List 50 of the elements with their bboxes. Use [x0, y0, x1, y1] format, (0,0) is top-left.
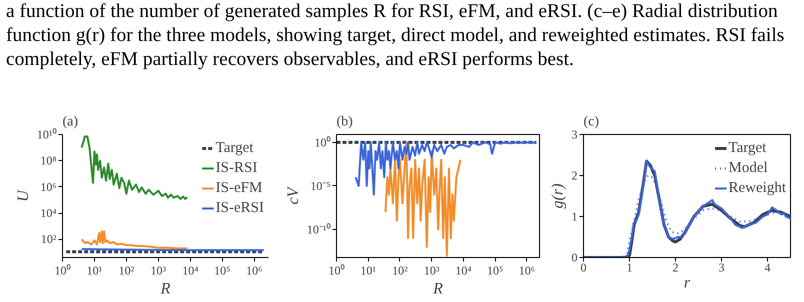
text: a function of the number of generated samples R for RSI, eFM, and eRSI. (c–e) Radial distribution [6, 1, 778, 22]
y-tick-label: 3 [572, 128, 578, 142]
y-tick-label: 10⁴ [40, 206, 57, 220]
x-axis-title: R [160, 280, 171, 298]
chart-title: (a) [62, 114, 78, 130]
chart-title: (c) [584, 114, 600, 130]
y-tick-label: 10⁻¹⁰ [306, 222, 331, 236]
x-tick-label: 10⁴ [455, 264, 472, 278]
legend-label: IS-eRSI [216, 200, 264, 216]
y-tick-label: 10⁰ [314, 135, 330, 150]
y-axis-title: cV [284, 185, 302, 204]
y-axis-title: g(r) [550, 184, 566, 208]
y-tick-label: 0 [572, 250, 578, 264]
x-tick-label: 0 [580, 260, 586, 274]
chart-title: (b) [336, 114, 354, 130]
text: completely, eFM partially recovers observables, and eRSI performs best. [6, 49, 574, 70]
legend-label: Model [728, 160, 768, 176]
x-tick-label: 10³ [424, 264, 440, 278]
x-tick-label: 2 [672, 260, 678, 274]
y-tick-label: 10¹⁰ [36, 128, 57, 142]
x-tick-label: 10³ [150, 264, 167, 278]
y-tick-label: 1 [572, 210, 578, 224]
legend-label: IS-RSI [216, 160, 258, 176]
x-tick-label: 10⁰ [328, 264, 344, 278]
x-tick-label: 10¹ [360, 264, 376, 278]
x-tick-label: 10⁵ [487, 264, 504, 278]
x-tick-label: 4 [764, 260, 770, 274]
x-tick-label: 10⁴ [182, 264, 198, 278]
x-tick-label: 10⁶ [518, 264, 535, 278]
text: function g(r) for the three models, showing target, direct model, and reweighted estimates. RSI fails [6, 25, 784, 46]
y-tick-label: 10² [40, 232, 57, 246]
x-axis-title: R [432, 280, 444, 298]
x-tick-label: 10¹ [86, 264, 103, 278]
legend-label: Target [216, 140, 254, 156]
x-tick-label: 10² [118, 264, 135, 278]
legend-label: Reweight [728, 180, 786, 196]
x-tick-label: 10⁶ [246, 264, 262, 278]
x-tick-label: 10² [392, 264, 408, 278]
y-axis-title: U [14, 188, 32, 202]
y-tick-label: 10⁻⁵ [310, 178, 331, 193]
y-tick-label: 2 [572, 168, 578, 182]
legend-label: IS-eFM [216, 180, 262, 196]
x-tick-label: 3 [718, 260, 724, 274]
x-axis-title: r [684, 274, 691, 292]
x-tick-label: 10⁵ [214, 264, 230, 278]
x-tick-label: 1 [626, 260, 632, 274]
y-tick-label: 10⁶ [40, 180, 57, 194]
x-tick-label: 10⁰ [54, 264, 70, 278]
legend-label: Target [728, 140, 766, 156]
y-tick-label: 10⁸ [40, 154, 57, 168]
